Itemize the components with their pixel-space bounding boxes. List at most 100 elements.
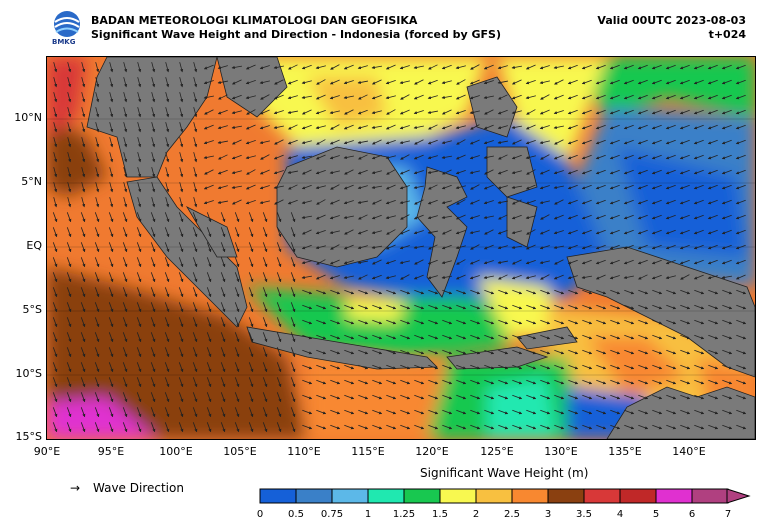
- wave-arrow: [80, 212, 86, 223]
- wave-arrow: [315, 229, 326, 235]
- wave-arrow: [316, 139, 326, 145]
- wave-arrow: [414, 334, 425, 340]
- wave-arrow: [428, 319, 439, 325]
- wave-arrow: [344, 349, 355, 355]
- wave-arrow: [66, 272, 72, 283]
- wave-arrow: [400, 304, 411, 310]
- wave-arrow: [680, 319, 691, 325]
- wave-arrow: [399, 245, 410, 250]
- wave-arrow: [679, 64, 690, 70]
- wave-arrow: [386, 289, 397, 295]
- wave-arrow: [400, 289, 411, 295]
- wave-arrow: [122, 287, 128, 298]
- wave-arrow: [623, 124, 634, 130]
- wave-arrow: [428, 304, 439, 310]
- wave-arrow: [721, 154, 732, 160]
- wave-arrow: [248, 227, 254, 238]
- wave-arrow: [248, 242, 254, 253]
- valid-time: Valid 00UTC 2023-08-03: [597, 14, 746, 27]
- wave-arrow: [287, 199, 298, 205]
- wave-arrow: [722, 364, 733, 370]
- wave-arrow: [637, 184, 648, 190]
- wave-arrow: [498, 334, 509, 340]
- wave-arrow: [178, 287, 184, 298]
- wave-arrow: [735, 94, 746, 100]
- wave-arrow: [372, 364, 383, 370]
- wave-arrow: [386, 229, 396, 235]
- wave-arrow: [53, 122, 58, 133]
- wave-arrow: [511, 199, 522, 205]
- wave-arrow: [708, 289, 719, 295]
- wave-arrow: [203, 200, 214, 205]
- wave-arrow: [290, 362, 296, 373]
- wave-arrow: [722, 349, 733, 355]
- wave-arrow: [66, 377, 72, 388]
- wave-arrow: [53, 77, 58, 88]
- wave-arrow: [540, 334, 551, 340]
- wave-arrow: [567, 124, 578, 130]
- wave-arrow: [638, 364, 649, 370]
- wave-arrow: [470, 334, 481, 340]
- wave-arrow: [151, 167, 156, 178]
- wave-arrow: [276, 272, 282, 283]
- wave-arrow: [666, 364, 677, 370]
- wave-arrow: [357, 125, 368, 130]
- wave-arrow: [262, 212, 268, 223]
- wave-arrow: [95, 182, 100, 193]
- wave-arrow: [679, 229, 690, 235]
- wave-arrow: [290, 287, 296, 298]
- wave-arrow: [652, 304, 663, 310]
- wave-arrow: [136, 347, 142, 358]
- wave-arrow: [428, 364, 439, 370]
- wave-arrow: [301, 95, 312, 99]
- wave-arrow: [414, 199, 424, 205]
- wave-arrow: [414, 289, 425, 295]
- wave-arrow: [52, 347, 58, 358]
- wave-arrow: [80, 242, 86, 253]
- wave-arrow: [301, 169, 312, 175]
- wave-arrow: [192, 242, 198, 253]
- wave-arrow: [67, 107, 72, 118]
- wave-arrow: [290, 212, 296, 223]
- wave-arrow: [203, 64, 214, 70]
- wave-arrow: [400, 334, 411, 340]
- wave-arrow: [553, 274, 564, 280]
- wave-arrow: [329, 139, 340, 145]
- wave-arrow: [52, 377, 58, 388]
- wave-arrow: [427, 275, 438, 280]
- wave-arrow: [276, 332, 282, 343]
- wave-arrow: [693, 139, 704, 145]
- wave-arrow: [385, 79, 396, 85]
- wave-arrow: [259, 140, 270, 145]
- wave-arrow: [108, 272, 114, 283]
- wave-arrow: [400, 349, 411, 355]
- wave-arrow: [735, 109, 746, 115]
- wave-arrow: [637, 154, 648, 160]
- wave-arrow: [414, 319, 425, 325]
- wave-arrow: [150, 227, 156, 238]
- wave-arrow: [123, 77, 128, 88]
- wave-arrow: [94, 287, 100, 298]
- wave-arrow: [609, 139, 620, 145]
- wave-arrow: [276, 257, 282, 268]
- wave-arrow: [651, 109, 662, 115]
- wave-arrow: [680, 364, 691, 370]
- wave-arrow: [455, 65, 466, 70]
- wave-arrow: [540, 289, 551, 295]
- wave-arrow: [498, 289, 509, 295]
- wave-arrow: [707, 214, 718, 220]
- wave-arrow: [526, 364, 537, 370]
- wave-arrow: [511, 170, 522, 175]
- wave-arrow: [287, 155, 298, 160]
- map-title: Significant Wave Height and Direction - …: [91, 28, 502, 41]
- wave-arrow: [136, 317, 142, 328]
- wave-arrow: [469, 110, 480, 115]
- wave-arrow: [245, 139, 256, 145]
- wave-arrow: [358, 94, 368, 100]
- wave-arrow: [231, 110, 242, 115]
- wave-arrow: [290, 257, 296, 268]
- wave-arrow: [164, 302, 170, 313]
- wave-arrow: [553, 125, 564, 130]
- wave-arrow: [511, 110, 522, 115]
- wave-arrow: [679, 259, 690, 265]
